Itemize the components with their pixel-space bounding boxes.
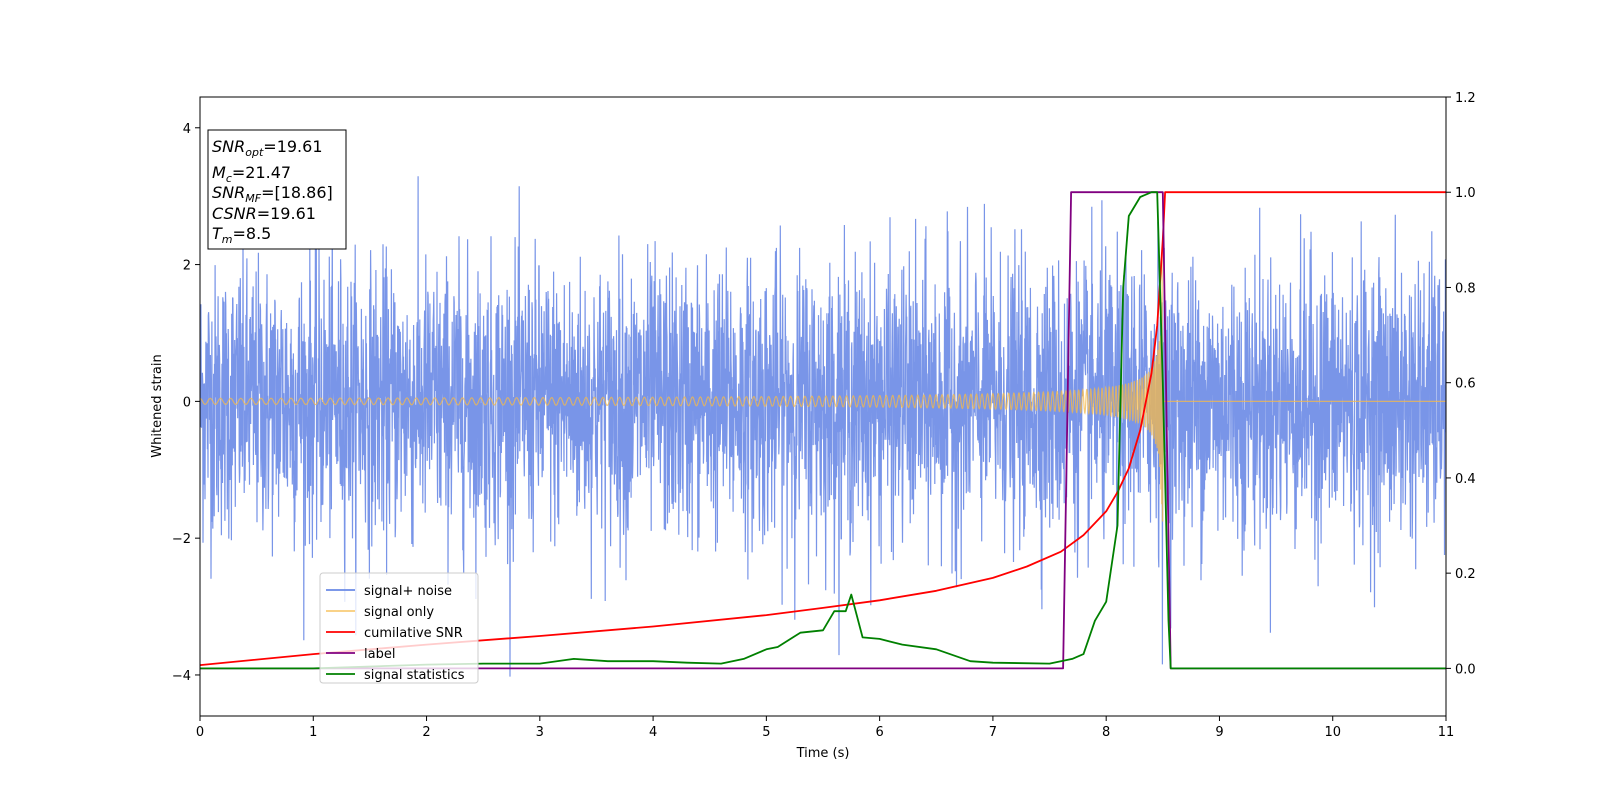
y-right-tick-label: 0.8 bbox=[1455, 281, 1476, 296]
plot-frame bbox=[199, 96, 1447, 717]
series-signal-statistics bbox=[200, 191, 1446, 670]
y-left-tick-label: 0 bbox=[183, 395, 191, 410]
x-axis-label: Time (s) bbox=[796, 746, 850, 761]
x-tick-label: 7 bbox=[989, 725, 997, 740]
info-csnr: CSNR=19.61 bbox=[212, 204, 316, 223]
info-box: SNRopt=19.61 Mc=21.47 SNRMF=[18.86] CSNR… bbox=[207, 129, 347, 250]
y-left-tick-label: −4 bbox=[172, 669, 191, 684]
legend-label: label bbox=[364, 647, 395, 662]
y-left-tick-label: 2 bbox=[183, 259, 191, 274]
legend-label: signal only bbox=[364, 605, 434, 620]
y-right-tick-label: 0.6 bbox=[1455, 377, 1476, 392]
x-tick-label: 5 bbox=[762, 725, 770, 740]
x-tick-label: 2 bbox=[422, 725, 430, 740]
y-left-tick-label: 4 bbox=[183, 122, 191, 137]
series-cumulative-snr bbox=[200, 191, 1446, 666]
x-tick-label: 8 bbox=[1102, 725, 1110, 740]
y-axis-label: Whitened strain bbox=[150, 354, 165, 457]
series-signal-noise bbox=[200, 176, 1446, 677]
info-tm: Tm=8.5 bbox=[212, 224, 271, 246]
legend-frame bbox=[319, 572, 479, 684]
x-tick-label: 6 bbox=[875, 725, 883, 740]
x-tick-label: 11 bbox=[1438, 725, 1455, 740]
info-box-frame bbox=[207, 129, 347, 250]
info-snr-opt: SNRopt=19.61 bbox=[212, 137, 323, 159]
info-mc: Mc=21.47 bbox=[212, 163, 291, 185]
y-right-tick-label: 0.4 bbox=[1455, 472, 1476, 487]
y-right-tick-label: 0.2 bbox=[1455, 567, 1476, 582]
y-right-tick-label: 1.0 bbox=[1455, 186, 1476, 201]
series-signal-only bbox=[200, 250, 1446, 522]
legend-label: cumilative SNR bbox=[364, 626, 463, 641]
x-tick-label: 1 bbox=[309, 725, 317, 740]
y-left-tick-label: −2 bbox=[172, 532, 191, 547]
x-tick-label: 0 bbox=[196, 725, 204, 740]
y-right-tick-label: 0.0 bbox=[1455, 662, 1476, 677]
x-tick-label: 9 bbox=[1215, 725, 1223, 740]
info-snr-mf: SNRMF=[18.86] bbox=[212, 183, 333, 205]
legend-label: signal statistics bbox=[364, 668, 465, 683]
y-right-tick-label: 1.2 bbox=[1455, 91, 1476, 106]
x-tick-label: 10 bbox=[1324, 725, 1341, 740]
x-tick-label: 3 bbox=[536, 725, 544, 740]
legend: signal+ noise signal only cumilative SNR la… bbox=[319, 572, 479, 684]
x-tick-label: 4 bbox=[649, 725, 657, 740]
legend-label: signal+ noise bbox=[364, 584, 452, 599]
